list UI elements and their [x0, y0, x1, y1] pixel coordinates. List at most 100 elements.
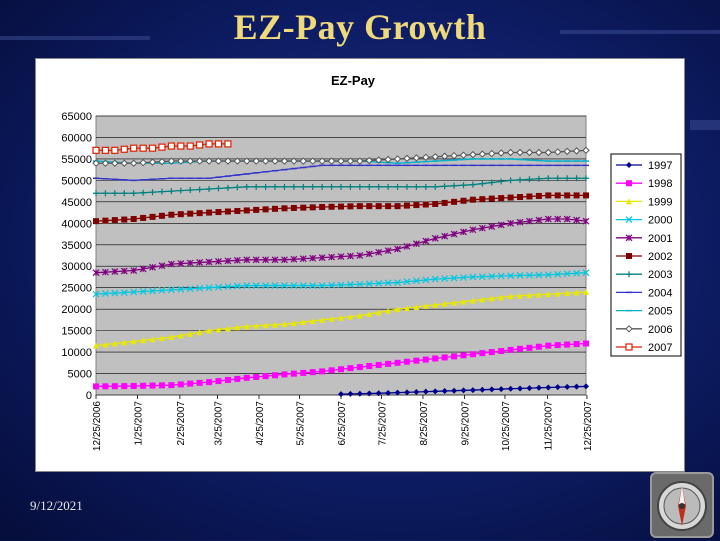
data-point — [497, 149, 505, 157]
data-point — [507, 219, 515, 227]
legend-item: 2006 — [616, 324, 672, 336]
data-point — [422, 237, 430, 245]
data-point — [167, 260, 175, 268]
data-point — [460, 197, 467, 204]
data-point — [120, 267, 128, 275]
data-point — [432, 183, 439, 190]
data-point — [583, 175, 589, 182]
data-point — [243, 282, 251, 289]
data-point — [526, 344, 533, 351]
data-point — [111, 159, 119, 167]
x-tick-label: 1/25/2007 — [133, 401, 144, 446]
data-point — [413, 357, 420, 364]
data-point — [469, 196, 476, 203]
data-point — [413, 183, 420, 190]
data-point — [101, 146, 110, 154]
data-point — [498, 294, 505, 301]
data-point — [168, 382, 175, 389]
data-point — [441, 199, 448, 206]
data-point — [394, 203, 401, 210]
data-point — [281, 321, 288, 328]
data-point — [205, 284, 213, 292]
data-point — [422, 302, 429, 309]
data-point — [384, 155, 392, 164]
data-point — [328, 367, 335, 374]
data-point — [626, 271, 632, 278]
data-point — [479, 296, 486, 303]
data-point — [626, 180, 632, 187]
data-point — [319, 368, 326, 375]
data-point — [92, 159, 100, 167]
data-point — [478, 273, 486, 281]
series-2006 — [92, 146, 590, 167]
data-point — [206, 185, 213, 192]
data-point — [93, 383, 99, 390]
data-point — [243, 256, 251, 264]
legend-item: 2002 — [616, 251, 672, 263]
data-point — [196, 329, 203, 336]
data-point — [356, 364, 363, 371]
data-point — [224, 257, 232, 265]
data-point — [441, 232, 449, 240]
x-tick-label: 4/25/2007 — [255, 401, 266, 446]
data-point — [271, 256, 279, 264]
data-point — [422, 153, 430, 162]
data-point — [583, 288, 589, 295]
series-2004 — [93, 164, 589, 182]
series-2001 — [92, 215, 590, 277]
data-point — [120, 289, 128, 296]
data-point — [338, 203, 344, 210]
data-point — [451, 353, 458, 360]
data-point — [375, 361, 382, 368]
data-point — [554, 270, 562, 278]
data-point — [507, 346, 514, 353]
data-point — [517, 385, 524, 392]
data-point — [375, 248, 383, 256]
data-point — [158, 188, 165, 195]
legend-label: 2000 — [648, 215, 672, 227]
data-point — [130, 267, 138, 274]
data-point — [385, 307, 392, 314]
data-point — [347, 390, 354, 397]
data-point — [554, 290, 561, 297]
y-tick-label: 30000 — [61, 261, 92, 273]
data-point — [564, 175, 571, 182]
data-point — [205, 258, 213, 266]
data-point — [422, 276, 430, 284]
data-point — [177, 381, 184, 388]
data-point — [318, 157, 326, 165]
data-point — [168, 188, 175, 195]
data-point — [412, 154, 421, 162]
legend-label: 2006 — [648, 324, 672, 336]
data-point — [149, 263, 156, 271]
data-point — [215, 185, 222, 192]
data-point — [187, 330, 194, 337]
data-point — [102, 190, 109, 197]
data-point — [498, 178, 505, 185]
data-point — [196, 141, 204, 149]
data-point — [121, 383, 128, 390]
data-point — [365, 156, 373, 165]
series-1999 — [93, 288, 589, 349]
data-point — [554, 215, 562, 223]
data-point — [281, 371, 288, 378]
data-point — [517, 292, 524, 299]
data-point — [625, 216, 633, 224]
data-point — [120, 145, 128, 153]
chart-title: EZ-Pay — [331, 73, 376, 88]
legend-label: 2003 — [648, 269, 672, 281]
data-point — [167, 142, 175, 150]
data-point — [253, 322, 260, 329]
legend-item: 2004 — [616, 287, 672, 299]
data-point — [215, 283, 222, 291]
legend-label: 2005 — [648, 306, 672, 318]
compass-icon — [650, 472, 714, 538]
data-point — [625, 343, 633, 351]
legend: 1997 1998 1999 2000 2001 2002 2003 2004 2005 2006… — [616, 160, 672, 354]
data-point — [101, 290, 109, 298]
data-point — [403, 202, 410, 209]
data-point — [196, 259, 204, 266]
data-point — [186, 259, 194, 267]
data-point — [554, 384, 561, 391]
data-point — [130, 190, 137, 197]
